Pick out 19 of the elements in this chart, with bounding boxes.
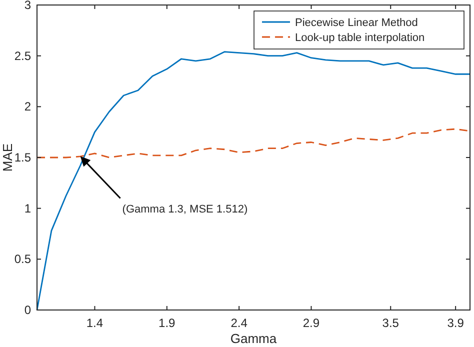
y-tick-label: 1 [24,201,32,216]
x-tick-label: 2.9 [302,316,320,330]
x-tick-label: 2.4 [230,316,248,330]
x-tick-label: 3.5 [382,316,400,330]
y-tick-label: 2.5 [14,48,32,63]
y-axis-title: MAE [0,143,15,172]
y-tick-label: 0 [24,303,32,317]
x-tick-label: 1.4 [86,316,104,330]
x-tick-label: 1.9 [158,316,176,330]
y-tick-label: 3 [24,0,32,12]
x-axis-title: Gamma [230,331,278,346]
legend-label: Look-up table interpolation [295,32,425,44]
line-series [36,51,471,311]
legend-label: Piecewise Linear Method [295,17,418,29]
y-tick-label: 0.5 [14,252,32,266]
annotation: (Gamma 1.3, MSE 1.512) [122,203,248,216]
y-tick-label: 2 [24,100,32,114]
y-tick-label: 1.5 [14,150,32,164]
x-tick-label: 3.9 [447,316,464,330]
